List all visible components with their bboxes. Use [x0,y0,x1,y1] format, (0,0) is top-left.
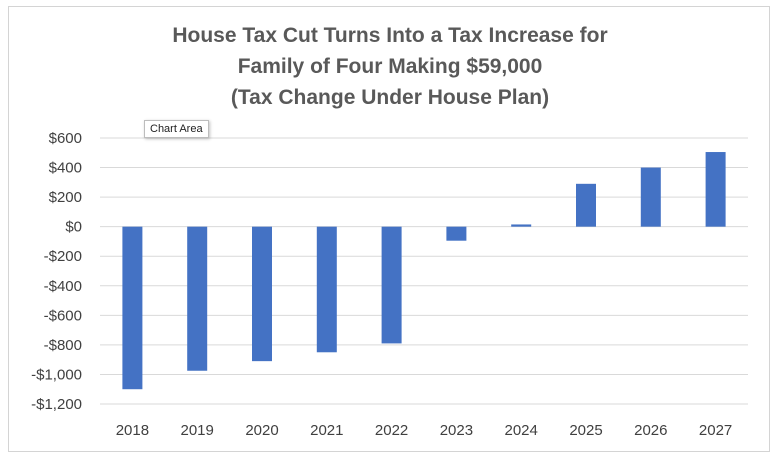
bar-2026[interactable] [640,167,661,227]
y-tick-label: $400 [49,160,82,177]
bar-2020[interactable] [252,226,272,362]
chart-title: House Tax Cut Turns Into a Tax Increase … [0,20,780,113]
x-tick-label-2021: 2021 [310,422,343,439]
bar-2019[interactable] [187,226,208,371]
y-tick-label: $200 [49,189,82,206]
x-tick-label-2025: 2025 [569,422,602,439]
y-tick-label: $0 [65,219,82,236]
x-tick-label-2020: 2020 [245,422,278,439]
chart-area-tooltip: Chart Area [144,120,209,138]
x-tick-label-2018: 2018 [116,422,149,439]
bar-2025[interactable] [576,183,596,227]
y-tick-label: -$1,200 [31,396,82,413]
y-tick-label: -$400 [44,278,82,295]
x-tick-label-2027: 2027 [699,422,732,439]
y-tick-label: $600 [49,130,82,147]
chart-title-line-2: Family of Four Making $59,000 [237,55,543,78]
bar-2023[interactable] [446,226,467,241]
chart-title-line-1: House Tax Cut Turns Into a Tax Increase … [172,24,608,47]
chart-title-line-3: (Tax Change Under House Plan) [230,86,550,109]
y-tick-label: -$1,000 [31,366,82,383]
x-tick-label-2023: 2023 [440,422,473,439]
y-tick-label: -$600 [44,307,82,324]
x-tick-label-2022: 2022 [375,422,408,439]
y-tick-label: -$800 [44,337,82,354]
x-tick-label-2024: 2024 [505,422,538,439]
bar-2018[interactable] [122,226,143,390]
bar-2022[interactable] [381,226,402,344]
x-tick-label-2019: 2019 [181,422,214,439]
bar-2027[interactable] [705,152,726,227]
y-tick-label: -$200 [44,248,82,265]
bar-2021[interactable] [316,226,337,353]
bar-2024[interactable] [511,224,532,227]
x-tick-label-2026: 2026 [634,422,667,439]
